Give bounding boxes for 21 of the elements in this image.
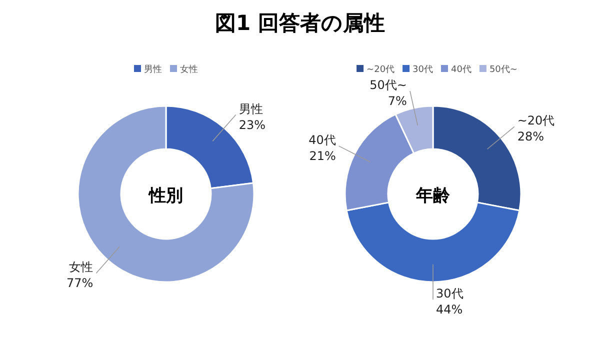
data-label: 7% <box>388 94 407 108</box>
legend-label: 40代 <box>451 64 472 75</box>
legend-label: 女性 <box>180 64 198 75</box>
slice-label: 女性 <box>69 260 94 274</box>
caption: 図1 回答者の属性 <box>215 11 385 35</box>
legend-label: 男性 <box>144 64 162 75</box>
data-label: 77% <box>66 276 94 290</box>
slice-label: 40代 <box>308 133 336 148</box>
slice-label: 30代 <box>436 286 464 301</box>
data-label: 28% <box>517 130 544 144</box>
data-label: 44% <box>436 302 463 317</box>
legend-label: 50代~ <box>489 64 518 75</box>
text: 性別 <box>148 186 183 206</box>
slice-label: 50代~ <box>370 78 407 92</box>
slice-label: ~20代 <box>517 114 555 128</box>
data-label: 23% <box>238 118 266 132</box>
slice-label: 男性 <box>238 102 263 116</box>
legend-label: ~20代 <box>366 64 395 75</box>
legend-label: 30代 <box>412 64 433 75</box>
text: 年齢 <box>415 186 451 206</box>
data-label: 21% <box>309 149 336 164</box>
